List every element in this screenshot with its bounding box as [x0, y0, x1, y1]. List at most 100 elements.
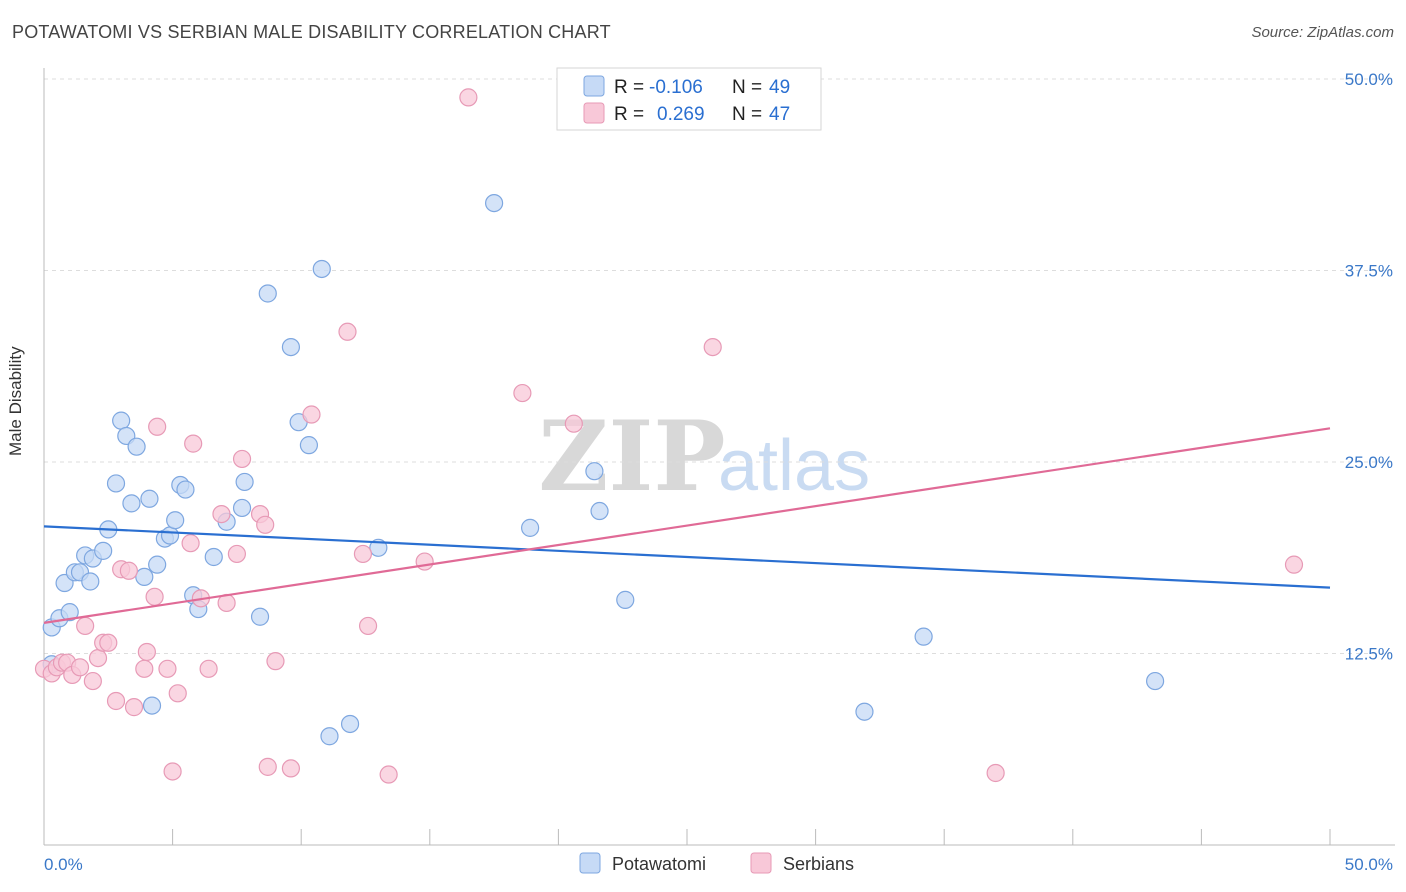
- serbians-point-17: [137, 642, 156, 662]
- serbians-point-35: [281, 759, 301, 778]
- y-tick-label-1: 25.0%: [1345, 453, 1393, 472]
- potawatomi-point-4: [60, 603, 79, 622]
- potawatomi-point-23: [166, 511, 185, 530]
- serbians-point-23: [181, 534, 200, 553]
- potawatomi-point-32: [250, 607, 270, 626]
- serbians-point-38: [353, 544, 373, 564]
- legend-swatch-serbians: [583, 102, 605, 124]
- potawatomi-point-22: [160, 526, 180, 545]
- potawatomi-point-43: [585, 462, 604, 481]
- legend-n-label-2: N =: [732, 104, 762, 125]
- potawatomi-point-46: [855, 702, 874, 721]
- chart-title: POTAWATOMI VS SERBIAN MALE DISABILITY CO…: [12, 22, 611, 42]
- serbians-point-30: [232, 449, 252, 469]
- serbians-point-27: [212, 504, 231, 524]
- potawatomi-point-36: [299, 436, 319, 455]
- serbians-point-46: [986, 763, 1005, 783]
- potawatomi-point-19: [142, 696, 162, 715]
- potawatomi-point-8: [81, 572, 100, 591]
- serbians-point-43: [513, 383, 532, 403]
- serbians-point-22: [168, 684, 187, 703]
- data-points: [34, 88, 1304, 784]
- axes: [43, 68, 1395, 846]
- serbians-point-45: [703, 338, 722, 357]
- y-tick-labels: 12.5% 25.0% 37.5% 50.0%: [1345, 70, 1393, 664]
- serbians-point-19: [148, 417, 167, 436]
- serbians-trend-line: [43, 427, 1331, 624]
- serbians-point-8: [83, 671, 102, 691]
- serbians-point-36: [302, 405, 321, 424]
- potawatomi-point-38: [320, 727, 339, 746]
- series-legend-label-potawatomi: Potawatomi: [612, 854, 706, 874]
- serbians-point-24: [184, 434, 203, 453]
- potawatomi-point-12: [106, 474, 126, 493]
- gridlines: [44, 78, 1395, 654]
- legend-n-value-2: 47: [769, 104, 790, 125]
- legend-n-value-1: 49: [769, 77, 790, 98]
- serbians-point-40: [379, 765, 398, 784]
- chart-source: Source: ZipAtlas.com: [1251, 24, 1394, 41]
- serbians-point-33: [258, 757, 277, 776]
- stats-legend: R = -0.106 N = 49 R = 0.269 N = 47: [556, 67, 822, 131]
- serbians-point-20: [158, 659, 177, 678]
- y-tick-label-2: 37.5%: [1345, 262, 1393, 281]
- potawatomi-point-13: [112, 411, 131, 430]
- serbians-point-32: [256, 515, 275, 534]
- serbians-point-37: [338, 322, 357, 341]
- serbians-point-39: [358, 616, 378, 636]
- serbians-point-21: [163, 762, 182, 781]
- series-legend: Potawatomi Serbians: [579, 852, 854, 874]
- potawatomi-point-18: [140, 489, 159, 508]
- potawatomi-point-41: [485, 193, 504, 213]
- legend-n-label-1: N =: [732, 77, 762, 98]
- serbians-point-6: [70, 658, 90, 677]
- potawatomi-point-17: [135, 567, 154, 587]
- trend-lines: [43, 427, 1331, 624]
- serbians-point-11: [99, 633, 118, 652]
- potawatomi-point-44: [590, 501, 609, 521]
- series-legend-swatch-serbians: [750, 852, 772, 874]
- serbians-point-47: [1284, 555, 1304, 574]
- potawatomi-point-37: [312, 259, 331, 279]
- potawatomi-point-33: [258, 284, 277, 303]
- potawatomi-point-10: [94, 541, 113, 560]
- potawatomi-point-48: [1146, 671, 1165, 691]
- watermark-zip: ZIP: [538, 400, 725, 513]
- legend-r-value-1: -0.106: [649, 77, 703, 98]
- watermark-atlas: atlas: [718, 426, 870, 506]
- potawatomi-point-16: [127, 437, 146, 456]
- serbians-point-16: [135, 659, 154, 678]
- legend-r-label-1: R =: [614, 77, 644, 98]
- potawatomi-point-20: [148, 555, 167, 574]
- y-tick-label-0: 12.5%: [1345, 645, 1393, 664]
- potawatomi-point-42: [521, 518, 540, 537]
- potawatomi-point-45: [616, 590, 635, 609]
- serbians-point-18: [145, 587, 164, 606]
- series-legend-swatch-potawatomi: [579, 852, 601, 874]
- serbians-point-12: [106, 691, 126, 711]
- legend-swatch-potawatomi: [583, 75, 605, 97]
- potawatomi-point-28: [204, 547, 223, 567]
- legend-r-value-2: 0.269: [657, 104, 705, 125]
- potawatomi-point-31: [235, 472, 254, 492]
- serbians-point-9: [88, 648, 108, 668]
- serbians-point-44: [564, 414, 583, 433]
- x-tick-label-max: 50.0%: [1345, 855, 1393, 874]
- y-tick-label-3: 50.0%: [1345, 70, 1393, 89]
- x-tick-label-min: 0.0%: [44, 855, 83, 874]
- serbians-point-41: [415, 552, 434, 571]
- potawatomi-point-15: [122, 494, 141, 513]
- potawatomi-trend-line: [43, 525, 1331, 589]
- serbians-point-15: [124, 698, 144, 717]
- serbians-point-42: [459, 88, 478, 107]
- potawatomi-point-30: [232, 498, 252, 518]
- potawatomi-point-39: [340, 714, 360, 734]
- serbians-point-34: [266, 652, 285, 671]
- potawatomi-point-47: [914, 627, 933, 646]
- serbians-point-7: [76, 616, 95, 636]
- potawatomi-point-25: [176, 480, 195, 499]
- serbians-point-14: [119, 561, 138, 580]
- serbians-point-26: [199, 659, 218, 678]
- legend-r-label-2: R =: [614, 104, 644, 125]
